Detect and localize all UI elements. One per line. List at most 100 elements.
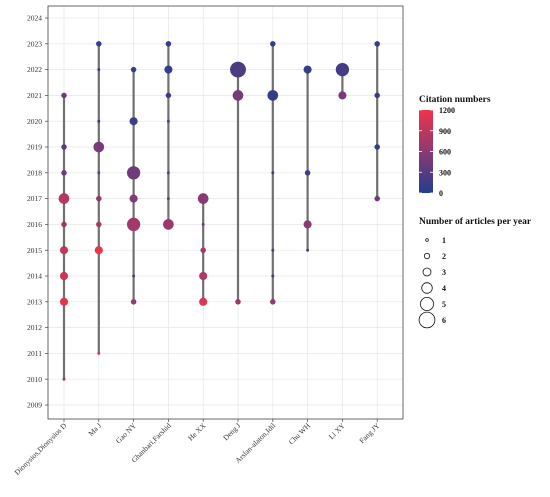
size-legend-label: 5	[442, 300, 446, 309]
color-legend-bar	[419, 110, 433, 193]
data-point	[129, 194, 138, 203]
size-legend-circle	[421, 282, 433, 294]
size-legend-items: 1 2 3 4 5 6	[418, 236, 446, 329]
data-point	[97, 119, 101, 123]
size-legend-title: Number of articles per year	[419, 217, 532, 227]
y-tick-label: 2015	[27, 246, 42, 255]
size-legend-label: 2	[442, 252, 446, 261]
size-legend: Number of articles per year 1 2 3 4 5 6	[418, 217, 532, 329]
data-point	[61, 169, 67, 176]
data-point	[59, 297, 69, 306]
data-point	[201, 222, 205, 226]
plot-panel-border	[47, 5, 404, 420]
y-tick-label: 2023	[27, 39, 42, 48]
y-tick-label: 2016	[27, 220, 42, 229]
size-legend-label: 1	[442, 236, 446, 245]
data-point	[95, 221, 102, 228]
y-tick-label: 2010	[27, 375, 42, 384]
data-point	[129, 116, 138, 126]
y-tick-label: 2020	[27, 117, 42, 126]
data-point	[132, 274, 136, 278]
y-tick-label: 2017	[27, 194, 42, 203]
data-point	[303, 220, 312, 229]
y-tick-label: 2024	[27, 14, 42, 23]
data-point	[93, 141, 105, 153]
data-point	[165, 92, 172, 99]
data-point	[271, 171, 275, 175]
data-point	[130, 66, 137, 73]
data-point	[198, 297, 208, 306]
data-point	[269, 298, 276, 305]
data-point	[165, 40, 172, 47]
data-point	[271, 248, 275, 252]
data-point	[95, 40, 102, 47]
y-tick-label: 2013	[27, 297, 42, 306]
color-legend: Citation numbers 1200 900 600 300 0	[419, 95, 491, 198]
color-legend-ticks: 1200 900 600 300 0	[419, 106, 455, 198]
data-point	[235, 298, 241, 305]
size-legend-circle	[423, 252, 431, 260]
size-legend-label: 4	[442, 284, 446, 293]
data-point	[126, 165, 141, 180]
size-legend-label: 6	[442, 316, 446, 325]
y-tick-label: 2022	[27, 65, 42, 74]
color-legend-label: 600	[439, 148, 451, 157]
color-legend-label: 0	[439, 189, 443, 198]
data-point	[97, 171, 101, 175]
data-point	[97, 67, 101, 72]
size-legend-circle	[418, 311, 436, 329]
y-tick-label: 2014	[27, 272, 42, 281]
data-point	[338, 91, 347, 100]
data-point	[303, 65, 312, 74]
y-tick-label: 2018	[27, 168, 42, 177]
data-point	[166, 119, 170, 123]
data-point	[198, 271, 208, 281]
data-point	[269, 40, 276, 47]
data-points	[58, 40, 381, 381]
color-legend-label: 1200	[439, 106, 455, 115]
size-legend-circle	[422, 267, 432, 277]
color-legend-label: 900	[439, 127, 451, 136]
y-tick-label: 2009	[27, 401, 42, 410]
y-tick-label: 2021	[27, 91, 42, 100]
data-point	[95, 195, 102, 202]
size-legend-label: 3	[442, 268, 446, 277]
data-point	[59, 271, 69, 281]
y-tick-label: 2012	[27, 323, 42, 332]
data-point	[130, 298, 137, 305]
data-point	[58, 193, 70, 205]
data-point	[232, 89, 244, 101]
data-point	[62, 377, 66, 381]
data-point	[162, 218, 174, 230]
data-point	[271, 274, 275, 278]
y-tick-label: 2019	[27, 143, 42, 152]
data-point	[97, 351, 101, 355]
y-tick-label: 2011	[27, 349, 42, 358]
data-point	[59, 245, 69, 255]
data-point	[166, 197, 170, 201]
data-point	[374, 195, 381, 202]
data-point	[166, 171, 170, 175]
color-legend-title: Citation numbers	[419, 95, 491, 105]
data-point	[197, 193, 209, 205]
data-point	[164, 65, 173, 74]
data-point	[126, 217, 141, 232]
data-point	[229, 61, 247, 78]
data-point	[374, 92, 381, 99]
data-point	[200, 247, 207, 254]
data-point	[374, 40, 381, 47]
color-legend-label: 300	[439, 168, 451, 177]
data-point	[61, 92, 67, 99]
data-point	[61, 221, 67, 228]
size-legend-circle	[425, 238, 429, 242]
data-point	[335, 62, 350, 77]
size-legend-circle	[419, 296, 434, 311]
data-point	[94, 245, 104, 255]
data-point	[61, 144, 67, 150]
data-point	[374, 144, 381, 150]
data-point	[267, 89, 279, 101]
data-point	[306, 248, 310, 252]
